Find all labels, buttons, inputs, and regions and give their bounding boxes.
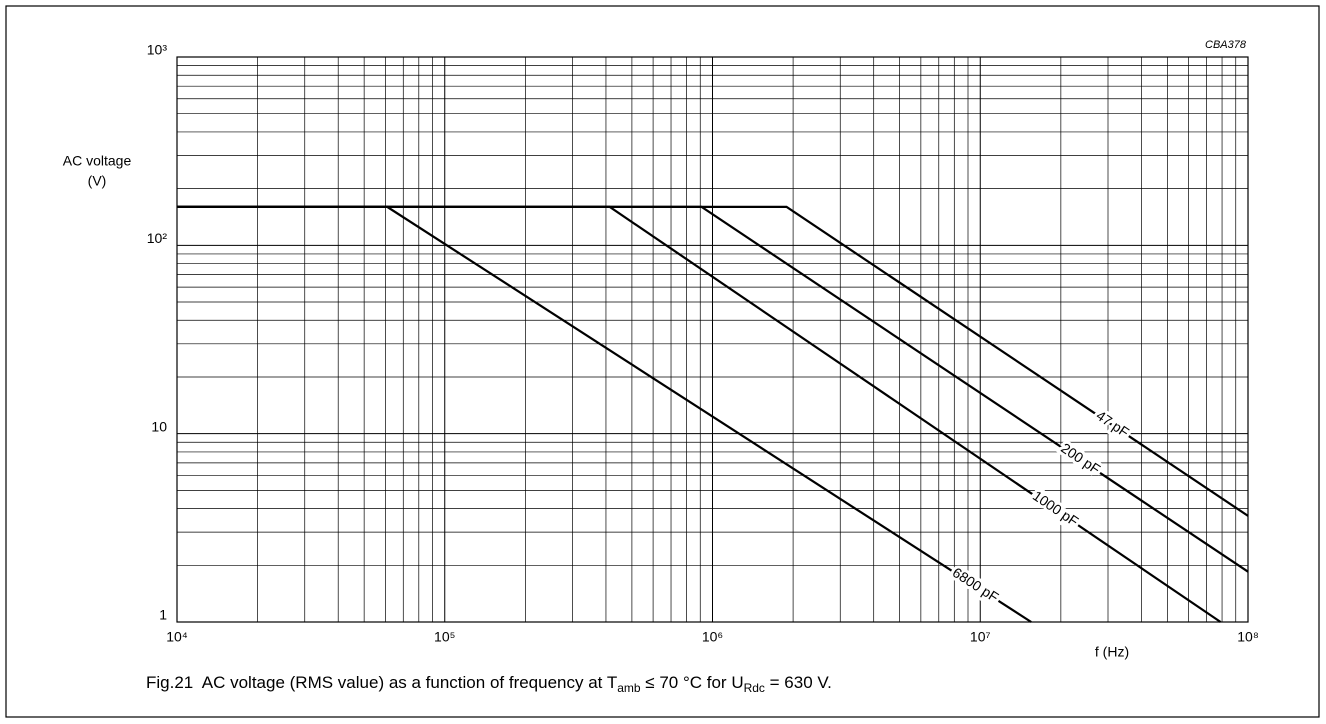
x-tick-label: 10⁵ [434, 629, 455, 645]
y-axis-label: AC voltage [63, 153, 132, 169]
y-tick-label: 1 [159, 607, 167, 623]
series-line [177, 205, 1032, 623]
caption-sub: Rdc [744, 681, 765, 695]
x-tick-label: 10⁷ [970, 629, 991, 645]
annotation: CBA378 [1205, 39, 1247, 51]
y-tick-label: 10 [151, 418, 167, 434]
caption-part: Fig.21 AC voltage (RMS value) as a funct… [146, 673, 617, 692]
caption-part: ≤ 70 °C for U [641, 673, 744, 692]
series-label: 47 pF [1093, 407, 1132, 440]
x-tick-label: 10⁶ [702, 629, 723, 645]
x-axis-label: f (Hz) [1095, 644, 1129, 660]
y-axis-label: (V) [88, 173, 107, 189]
plot-border [176, 56, 1249, 623]
y-tick-label: 10² [147, 230, 168, 246]
series-label: 6800 pF [950, 564, 1002, 605]
caption-part: = 630 V. [765, 673, 832, 692]
caption: Fig.21 AC voltage (RMS value) as a funct… [146, 673, 832, 695]
x-tick-label: 10⁴ [166, 629, 188, 645]
frame [5, 5, 1320, 718]
x-tick-label: 10⁸ [1237, 629, 1259, 645]
caption-sub: amb [617, 681, 641, 695]
series-label: 200 pF [1058, 440, 1103, 478]
series-line [177, 205, 1222, 623]
y-tick-label: 10³ [147, 42, 168, 58]
